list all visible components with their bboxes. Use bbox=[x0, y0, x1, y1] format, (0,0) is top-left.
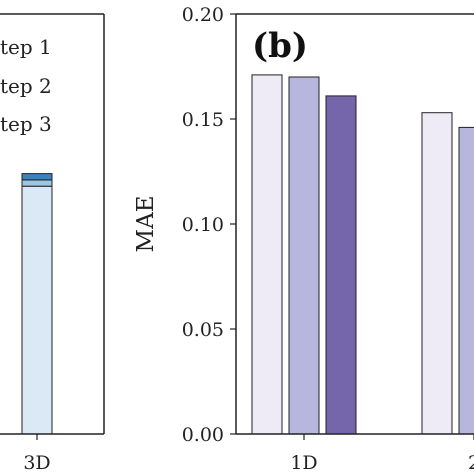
y-tick-label: 0.05 bbox=[182, 319, 224, 341]
left-bar-segment-1 bbox=[21, 185, 53, 435]
left-bar-segment-3 bbox=[21, 173, 53, 181]
right-y-axis-ticks: 0.00 0.05 0.10 0.15 0.20 bbox=[182, 4, 236, 446]
left-x-tick-label: 3D bbox=[23, 452, 50, 474]
legend-entry-2: tep 2 bbox=[0, 74, 52, 98]
legend-entry-3: tep 3 bbox=[0, 112, 52, 136]
legend-entry-1: tep 1 bbox=[0, 35, 52, 59]
right-panel: 0.00 0.05 0.10 0.15 0.20 MAE (b) 1D 2 bbox=[133, 4, 474, 474]
right-x-ticks: 1D 2 bbox=[290, 434, 474, 474]
y-tick-label: 0.00 bbox=[182, 424, 224, 446]
y-tick-label: 0.15 bbox=[182, 109, 224, 131]
y-tick-label: 0.10 bbox=[182, 214, 224, 236]
y-axis-label: MAE bbox=[133, 196, 159, 253]
right-bars bbox=[251, 74, 474, 435]
y-tick-label: 0.20 bbox=[182, 4, 224, 26]
left-legend: tep 1 tep 2 tep 3 bbox=[0, 35, 52, 136]
panel-label-b: (b) bbox=[252, 26, 308, 66]
bar-2-series-1 bbox=[421, 112, 453, 435]
bar-1d-series-1 bbox=[251, 74, 283, 435]
x-tick-label: 2 bbox=[468, 452, 474, 474]
bar-1d-series-2 bbox=[288, 76, 320, 435]
bar-2-series-2 bbox=[458, 126, 474, 435]
x-tick-label: 1D bbox=[290, 452, 317, 474]
bar-1d-series-3 bbox=[325, 95, 357, 435]
left-panel: 3D tep 1 tep 2 tep 3 bbox=[0, 13, 105, 474]
left-bar-stack bbox=[21, 173, 53, 435]
left-bar-segment-2 bbox=[21, 179, 53, 187]
